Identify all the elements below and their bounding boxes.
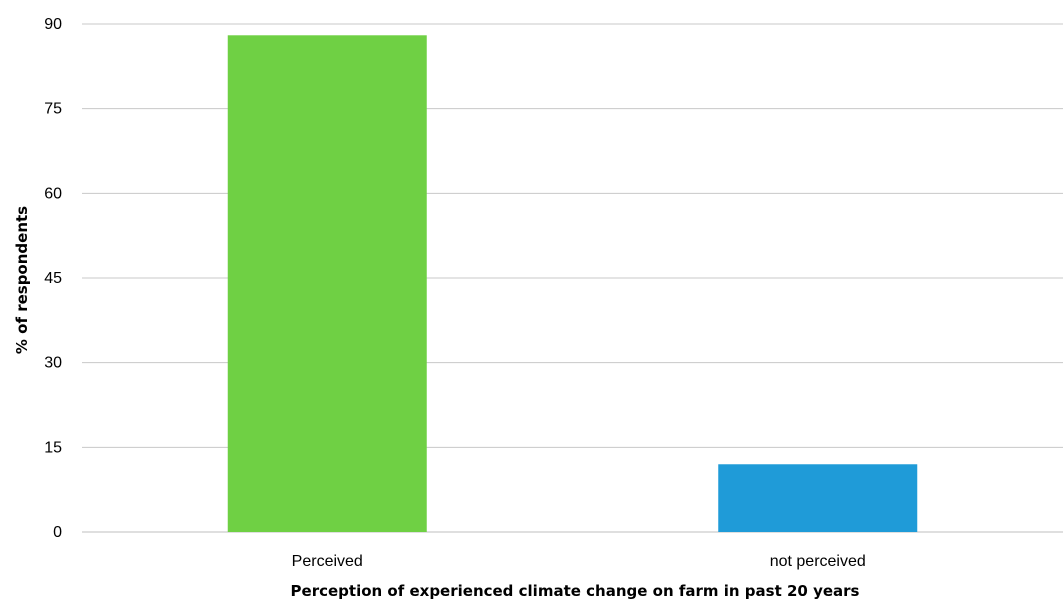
x-axis-title: Perception of experienced climate change… xyxy=(291,582,860,600)
y-tick-label: 30 xyxy=(44,355,62,372)
x-axis-categories: Perceived not perceived xyxy=(292,553,866,570)
y-axis-title: % of respondents xyxy=(13,206,31,354)
y-tick-label: 45 xyxy=(44,270,62,287)
bars xyxy=(227,35,918,533)
y-tick-label: 60 xyxy=(44,185,62,202)
y-axis-ticks: 0 15 30 45 60 75 90 xyxy=(44,16,62,541)
y-tick-label: 75 xyxy=(44,101,62,118)
x-category-label: not perceived xyxy=(770,553,866,570)
y-tick-label: 15 xyxy=(44,439,62,456)
x-category-label: Perceived xyxy=(292,553,363,570)
bar-not-perceived xyxy=(718,464,918,532)
bar-perceived xyxy=(227,35,427,533)
y-tick-label: 0 xyxy=(53,524,62,541)
y-tick-label: 90 xyxy=(44,16,62,33)
